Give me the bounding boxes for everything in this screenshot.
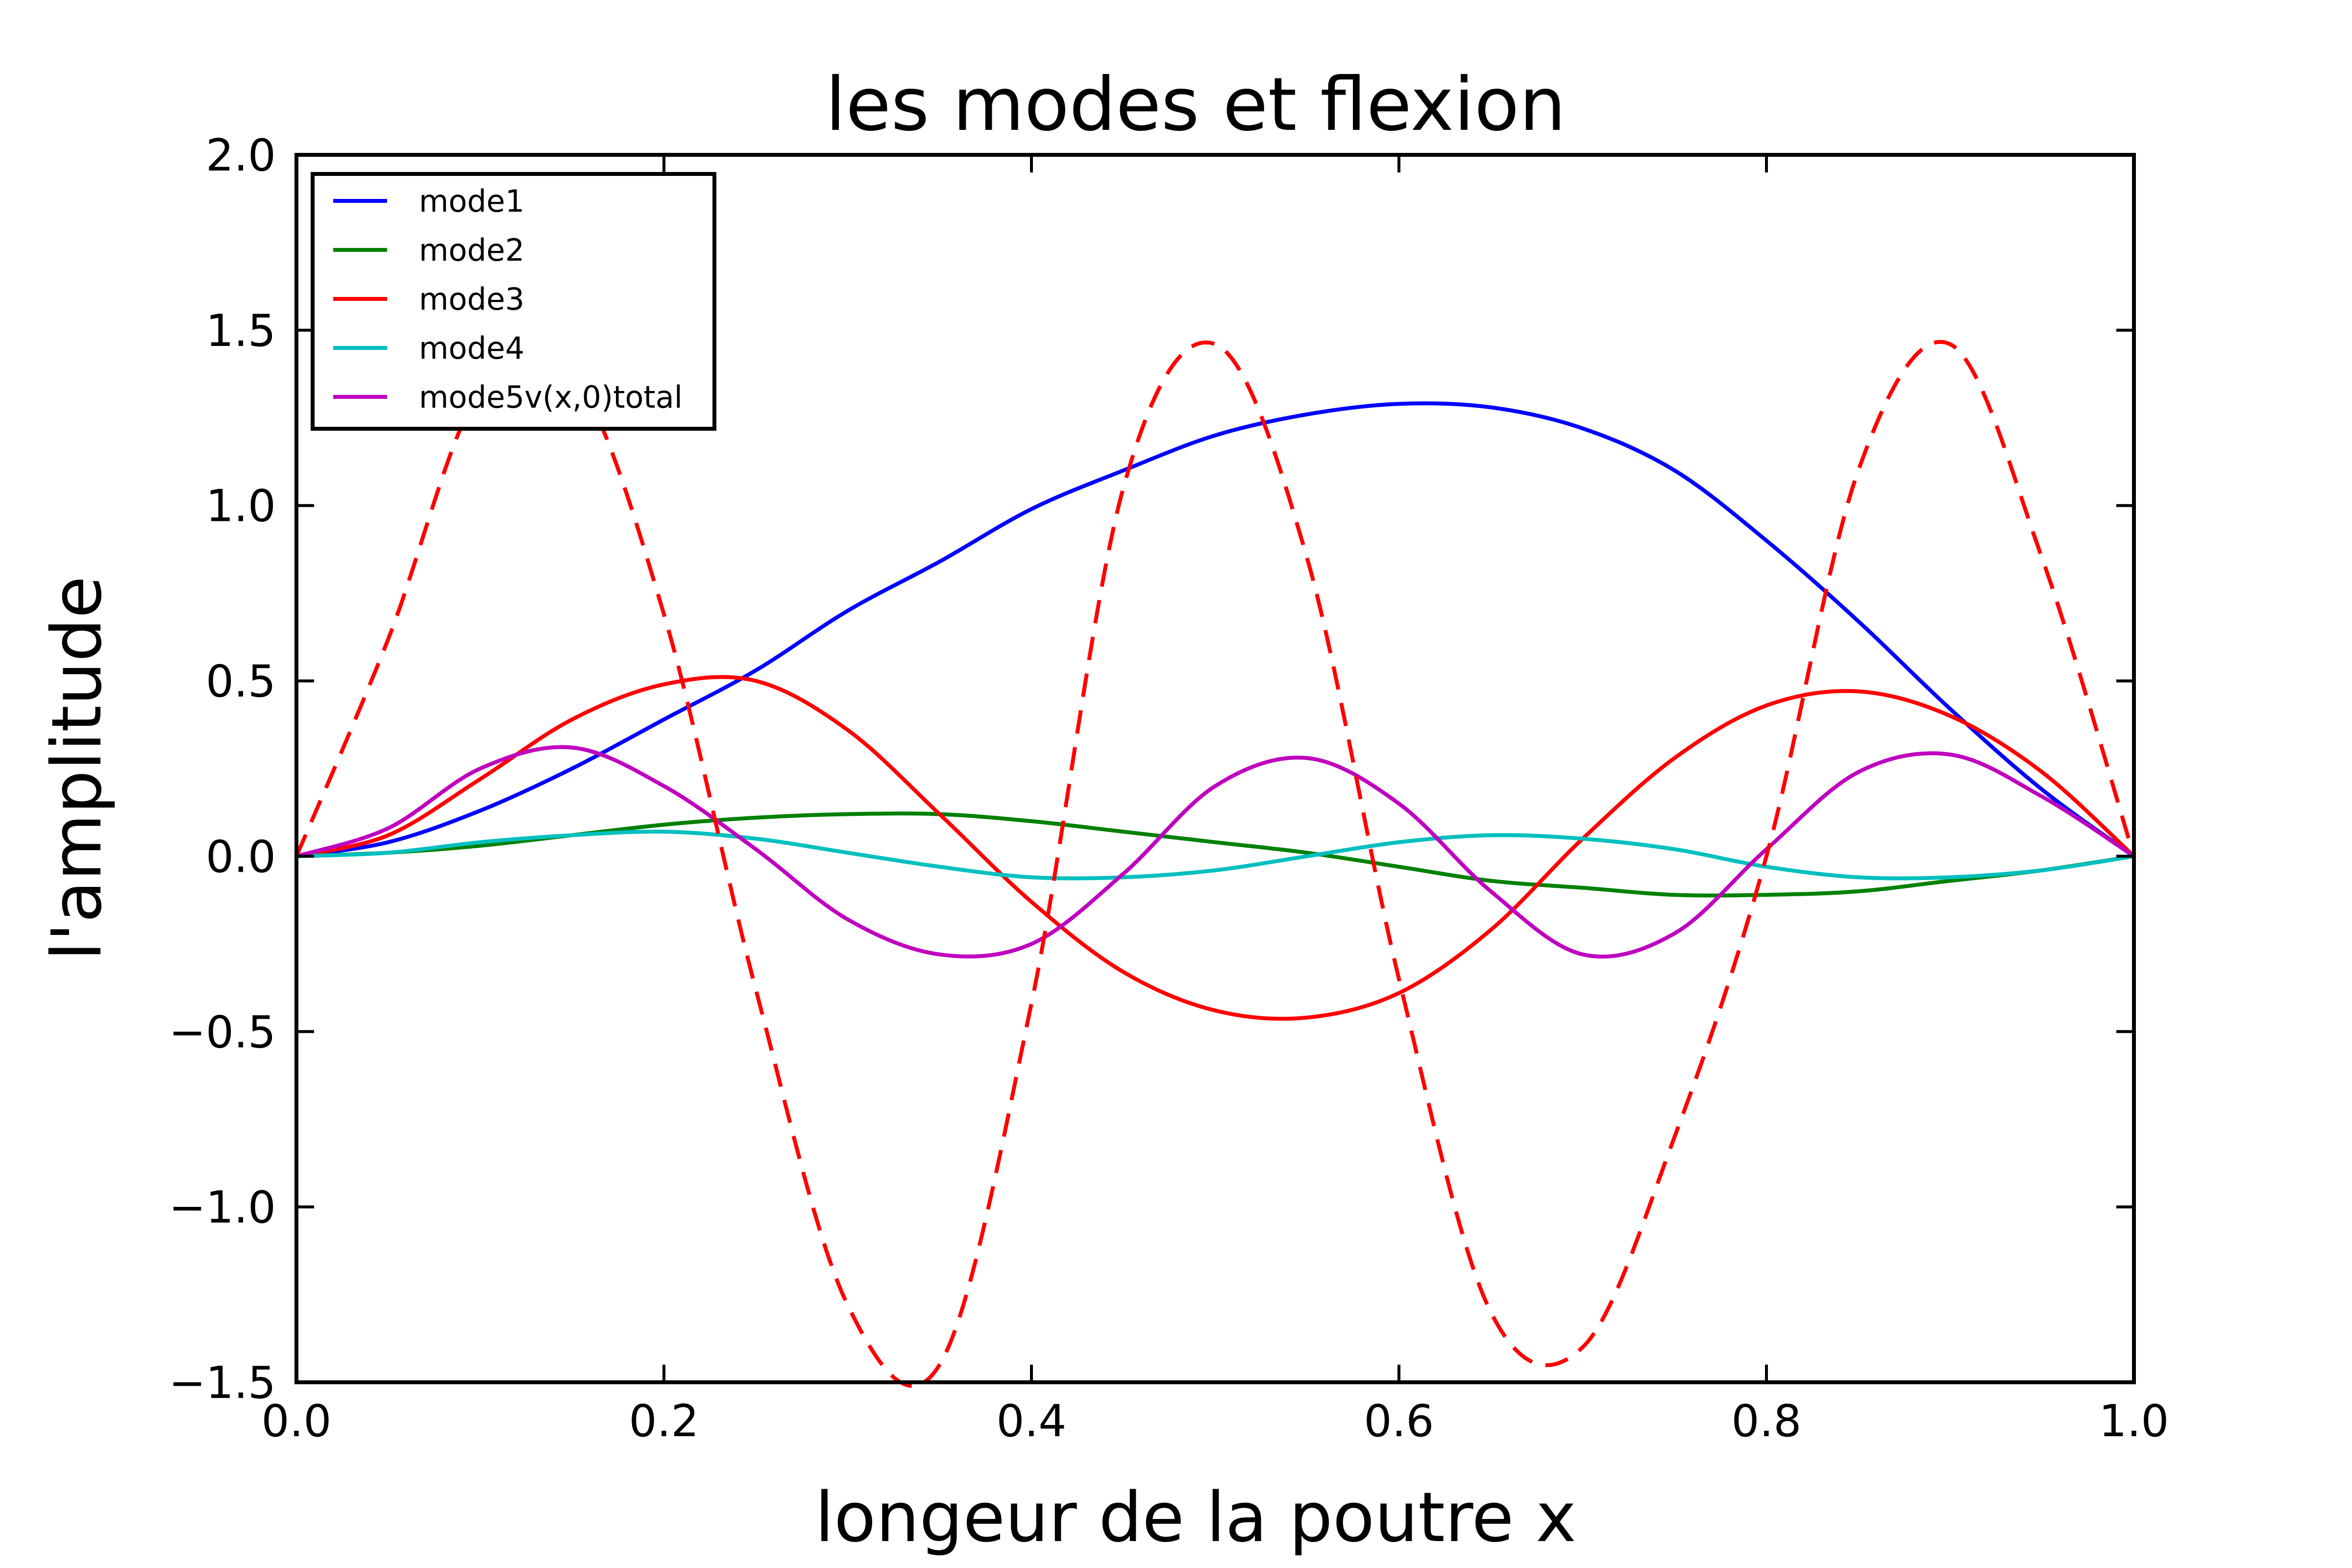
- x-axis-label: longeur de la poutre x: [815, 1478, 1576, 1558]
- series-line-mode4: [296, 830, 2134, 881]
- y-axis-label: l'amplitude: [37, 576, 117, 961]
- series-line-mode1: [296, 401, 2135, 858]
- y-tick-label: 2.0: [206, 130, 276, 181]
- y-tick-label: 1.5: [206, 305, 276, 357]
- x-tick-label: 0.8: [1731, 1396, 1801, 1447]
- legend: mode1 mode2 mode3 mode4 mode5v(x,0)total: [311, 172, 716, 431]
- legend-label: mode4: [419, 330, 524, 366]
- series-line-mode5v-x-0-total: [295, 745, 2135, 959]
- y-tick-label: −0.5: [169, 1006, 276, 1058]
- x-tick-label: 0.6: [1364, 1396, 1434, 1447]
- x-tick-label: 0.4: [996, 1396, 1066, 1447]
- y-tick-label: 1.0: [206, 481, 276, 532]
- legend-label: mode1: [419, 183, 524, 219]
- plot-frame: [294, 153, 2136, 1384]
- legend-box: [311, 172, 716, 431]
- x-tick-label: 1.0: [2099, 1396, 2169, 1447]
- x-tick-label: 0.0: [261, 1396, 331, 1447]
- legend-label: mode5v(x,0)total: [419, 379, 683, 415]
- series-line-dashed-5: [294, 340, 2136, 1388]
- y-tick-label: −1.5: [169, 1357, 276, 1409]
- y-tick-label: 0.5: [206, 656, 276, 708]
- legend-items: mode1 mode2 mode3 mode4 mode5v(x,0)total: [333, 183, 683, 415]
- series-layer: [294, 340, 2136, 1388]
- legend-label: mode2: [419, 232, 524, 268]
- x-tick-label: 0.2: [629, 1396, 699, 1447]
- y-tick-label: 0.0: [206, 831, 276, 882]
- legend-label: mode3: [419, 281, 524, 317]
- series-line-mode3: [296, 675, 2135, 1021]
- chart-title: les modes et flexion: [825, 62, 1566, 147]
- ticks-layer: 0.0 0.2 0.4 0.6 0.8 1.0 2.0 1.5 1.0 0.5 0.0 −0.5 −1.…: [169, 130, 2169, 1447]
- y-tick-label: −1.0: [169, 1182, 276, 1233]
